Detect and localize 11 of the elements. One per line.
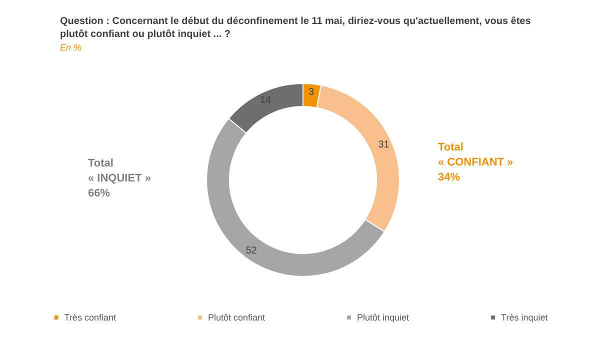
chart-subtitle: En % — [60, 42, 82, 52]
data-label: 3 — [308, 86, 314, 98]
legend-label: Très inquiet — [501, 312, 548, 322]
chart-title: Question : Concernant le début du déconfinement le 11 mai, diriez-vous qu'actuellement, vous êtes plutôt confiant ou plutôt inquiet ... ? — [60, 16, 534, 40]
text: Total « INQUIET » 66% — [88, 158, 151, 200]
text: Total « CONFIANT » 34% — [438, 142, 514, 184]
legend-label: Plutôt inquiet — [357, 312, 410, 322]
data-label: 31 — [378, 140, 390, 151]
legend-label: Très confiant — [64, 312, 116, 322]
data-label: 52 — [246, 246, 258, 257]
legend-label: Plutôt confiant — [208, 312, 266, 322]
